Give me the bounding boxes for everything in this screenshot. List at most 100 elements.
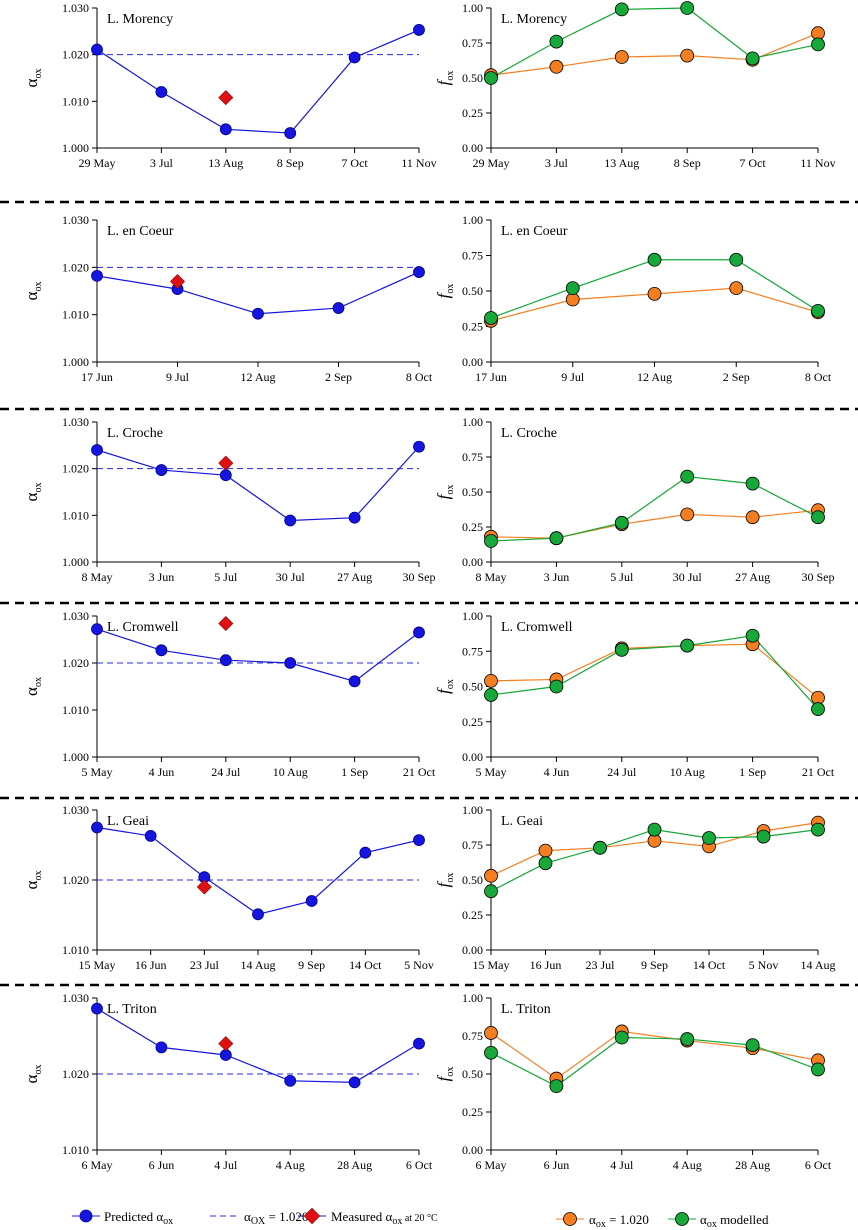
predicted-point xyxy=(156,1042,167,1053)
chart-panel-right: 0.00 0.25 0.50 0.75 1.00 6 May 6 Jun 4 Jul 4 Aug… xyxy=(434,991,832,1172)
modelled-point xyxy=(703,832,716,845)
predicted-point xyxy=(333,303,344,314)
y-axis-label-main: α xyxy=(22,78,41,87)
modelled-line xyxy=(491,1038,818,1087)
chart-panel-right: 0.00 0.25 0.50 0.75 1.00 15 May 16 Jun 23 Jul 9 … xyxy=(434,803,836,972)
x-tick-label: 6 May xyxy=(476,1158,507,1172)
predicted-point xyxy=(414,267,425,278)
x-tick-label: 6 May xyxy=(82,1158,113,1172)
chart-panel-left: 1.000 1.010 1.020 1.030 29 May 3 Jul 13 Aug 8 S… xyxy=(22,1,437,170)
y-axis-label: fox xyxy=(434,1067,456,1082)
x-tick-label: 30 Jul xyxy=(673,570,703,584)
fixed-point xyxy=(485,869,498,882)
fixed-point xyxy=(648,287,661,300)
y-tick-label: 1.020 xyxy=(62,462,89,476)
predicted-point xyxy=(253,308,264,319)
y-tick-label: 0.75 xyxy=(462,36,483,50)
x-tick-label: 24 Jul xyxy=(607,765,637,779)
y-axis-label-sub: ox xyxy=(33,69,44,79)
panel-title: L. Geai xyxy=(107,814,149,829)
modelled-point xyxy=(812,511,825,524)
y-tick-label: 0.50 xyxy=(462,1067,483,1081)
y-tick-label: 0.75 xyxy=(462,450,483,464)
y-tick-label: 0.25 xyxy=(462,320,483,334)
predicted-point xyxy=(349,512,360,523)
y-tick-label: 0.00 xyxy=(462,555,483,569)
x-tick-label: 4 Jul xyxy=(610,1158,634,1172)
modelled-point xyxy=(485,1046,498,1059)
legend-predicted-marker xyxy=(80,1210,92,1222)
x-tick-label: 16 Jun xyxy=(530,958,562,972)
legend-fixed: αox = 1.020 xyxy=(589,1212,649,1230)
chart-panel-right: 0.000.250.500.751.005 May 4 Jun 24 Jul 10 A… xyxy=(434,609,835,779)
legend-fixed-marker xyxy=(564,1213,577,1226)
y-axis-label-sub: ox xyxy=(445,284,456,294)
panel-title: L. en Coeur xyxy=(501,224,568,239)
y-tick-label: 1.010 xyxy=(62,943,89,957)
modelled-point xyxy=(746,52,759,65)
y-axis-label-sub: ox xyxy=(33,677,44,687)
fixed-point xyxy=(615,51,628,64)
panel-title: L. Morency xyxy=(107,12,173,27)
y-axis-label: αox xyxy=(22,69,44,88)
y-tick-label: 1.030 xyxy=(62,803,89,817)
y-tick-label: 1.00 xyxy=(462,1,483,15)
y-axis-label: fox xyxy=(434,284,456,299)
predicted-point xyxy=(253,909,264,920)
y-axis-label-sub: ox xyxy=(445,679,456,689)
modelled-point xyxy=(485,72,498,85)
x-tick-label: 3 Jun xyxy=(149,570,175,584)
predicted-point xyxy=(92,445,103,456)
modelled-point xyxy=(746,629,759,642)
modelled-point xyxy=(681,639,694,652)
fixed-line xyxy=(491,33,818,75)
x-tick-label: 6 Jun xyxy=(544,1158,570,1172)
x-tick-label: 17 Jun xyxy=(81,370,113,384)
y-tick-label: 1.020 xyxy=(62,873,89,887)
x-tick-label: 8 May xyxy=(82,570,113,584)
y-tick-label: 0.00 xyxy=(462,355,483,369)
y-axis-label-sub: ox xyxy=(445,1067,456,1077)
predicted-point xyxy=(285,515,296,526)
x-tick-label: 24 Jul xyxy=(211,765,241,779)
legend-modelled: αox modelled xyxy=(700,1212,769,1230)
predicted-point xyxy=(414,1038,425,1049)
predicted-point xyxy=(306,896,317,907)
legend-reference: αOX = 1.020 xyxy=(244,1209,308,1227)
x-tick-label: 8 May xyxy=(476,570,507,584)
x-tick-label: 23 Jul xyxy=(190,958,220,972)
modelled-point xyxy=(730,253,743,266)
x-tick-label: 29 May xyxy=(473,156,510,170)
x-tick-label: 21 Oct xyxy=(802,765,835,779)
y-tick-label: 1.020 xyxy=(62,1067,89,1081)
x-tick-label: 9 Sep xyxy=(298,958,325,972)
y-axis-label: αox xyxy=(22,677,44,696)
y-tick-label: 1.020 xyxy=(62,656,89,670)
modelled-point xyxy=(550,35,563,48)
y-tick-label: 1.030 xyxy=(62,991,89,1005)
y-tick-label: 1.030 xyxy=(62,213,89,227)
x-tick-label: 6 Jun xyxy=(149,1158,175,1172)
x-tick-label: 4 Aug xyxy=(276,1158,305,1172)
panel-title: L. Cromwell xyxy=(107,620,179,635)
x-tick-label: 8 Sep xyxy=(674,156,701,170)
chart-panel-left: 1.010 1.020 1.030 6 May 6 Jun 4 Jul 4 Aug 28 Au… xyxy=(22,991,433,1172)
predicted-point xyxy=(414,627,425,638)
y-tick-label: 1.030 xyxy=(62,1,89,15)
x-tick-label: 28 Aug xyxy=(337,1158,372,1172)
modelled-point xyxy=(615,643,628,656)
y-tick-label: 0.25 xyxy=(462,1105,483,1119)
x-tick-label: 17 Jun xyxy=(475,370,507,384)
y-tick-label: 0.50 xyxy=(462,284,483,298)
y-tick-label: 1.010 xyxy=(62,703,89,717)
y-axis-label: αox xyxy=(22,1065,44,1084)
fixed-point xyxy=(681,508,694,521)
x-tick-label: 13 Aug xyxy=(604,156,639,170)
predicted-point xyxy=(92,270,103,281)
y-axis-label-main: α xyxy=(22,880,41,889)
panel-title: L. Geai xyxy=(501,814,543,829)
y-axis-label-sub: ox xyxy=(445,873,456,883)
x-tick-label: 14 Aug xyxy=(240,958,275,972)
x-tick-label: 5 Nov xyxy=(404,958,434,972)
x-tick-label: 14 Oct xyxy=(693,958,726,972)
